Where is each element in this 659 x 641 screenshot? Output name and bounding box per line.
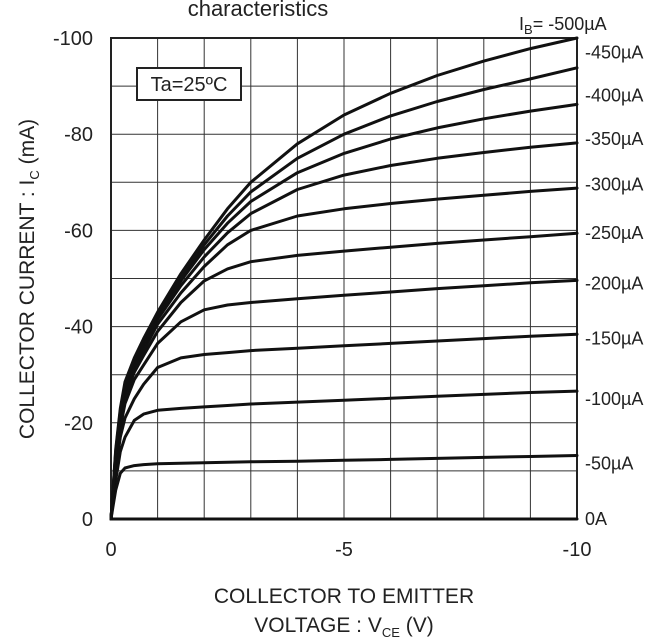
curve-label: -350µA bbox=[585, 129, 643, 149]
curve-label: -150µA bbox=[585, 329, 643, 349]
y-tick-label: -20 bbox=[64, 413, 93, 435]
curve-label: -50µA bbox=[585, 454, 633, 474]
curve-label: -300µA bbox=[585, 175, 643, 195]
x-axis-label-line1: COLLECTOR TO EMITTER bbox=[214, 585, 474, 608]
y-tick-label: 0 bbox=[82, 509, 93, 531]
curve-label: -200µA bbox=[585, 273, 643, 293]
x-axis-label-line2: VOLTAGE : VCE (V) bbox=[254, 614, 433, 640]
y-tick-label: -80 bbox=[64, 124, 93, 146]
series-line bbox=[109, 454, 579, 521]
y-tick-label: -60 bbox=[64, 220, 93, 242]
tick-labels: 0 -5 -100-20-40-60-80-100 bbox=[53, 28, 591, 561]
curves bbox=[109, 36, 579, 521]
curve-labels: 0A -50µA -100µA -150µA -200µA -250µA -300µA -35… bbox=[519, 14, 643, 529]
y-tick-label: -100 bbox=[53, 28, 93, 50]
chart-title: characteristics bbox=[188, 0, 329, 21]
curve-label: 0A bbox=[585, 509, 607, 529]
x-tick-label: 0 bbox=[105, 539, 116, 561]
y-axis-label: COLLECTOR CURRENT : IC (mA) bbox=[16, 119, 42, 439]
x-tick-label: -5 bbox=[335, 539, 353, 561]
x-tick-label: -10 bbox=[563, 539, 592, 561]
series-line bbox=[109, 36, 579, 521]
grid bbox=[111, 38, 577, 519]
curve-label: IB= -500µA bbox=[519, 14, 607, 37]
annotation-temperature: Ta=25ºC bbox=[151, 74, 228, 96]
curve-label: -100µA bbox=[585, 389, 643, 409]
curve-label: -450µA bbox=[585, 42, 643, 62]
curve-label: -400µA bbox=[585, 86, 643, 106]
series-line bbox=[109, 389, 579, 521]
curve-label: -250µA bbox=[585, 223, 643, 243]
annotation-box: Ta=25ºC bbox=[136, 67, 242, 101]
y-tick-label: -40 bbox=[64, 317, 93, 339]
